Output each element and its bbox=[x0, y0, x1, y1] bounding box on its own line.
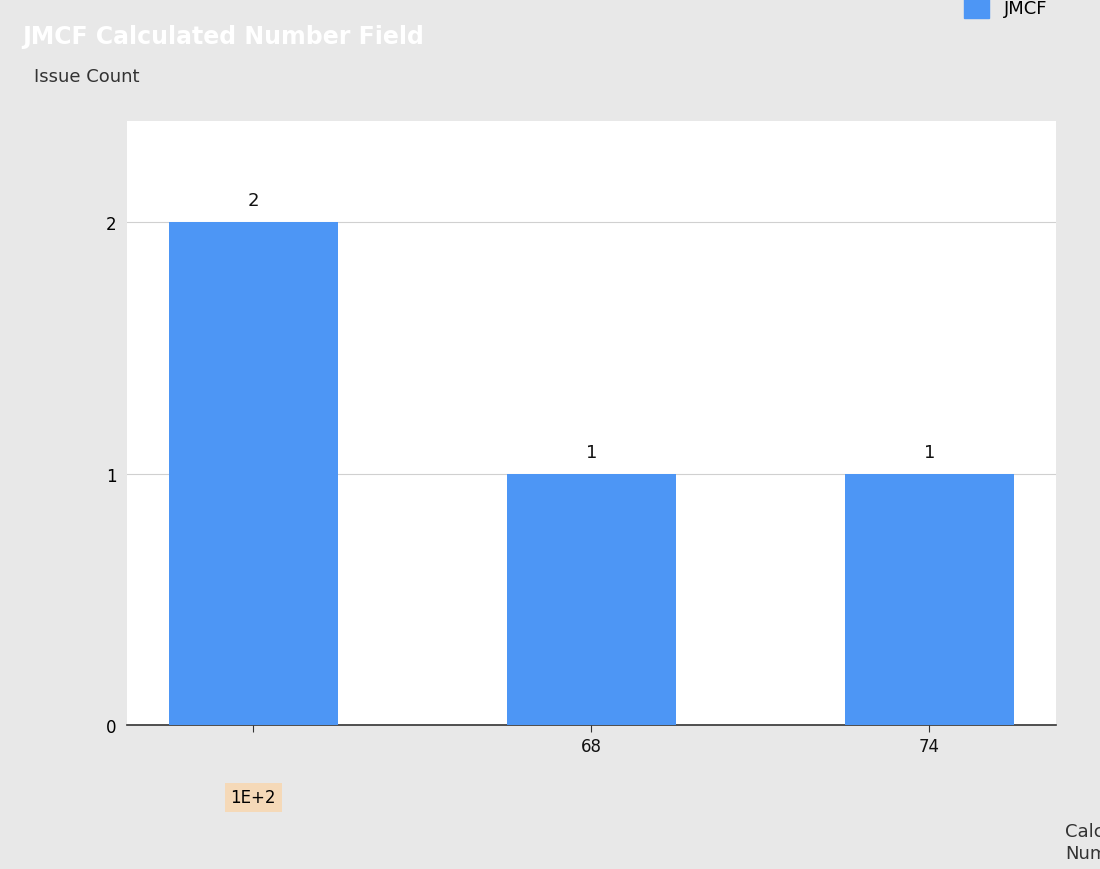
Bar bbox=[507, 474, 675, 726]
Text: Calculated
Number: Calculated Number bbox=[1065, 822, 1100, 862]
Text: 1E+2: 1E+2 bbox=[231, 788, 276, 806]
Bar bbox=[845, 474, 1014, 726]
Text: 2: 2 bbox=[248, 192, 258, 209]
Text: Issue Count: Issue Count bbox=[33, 68, 139, 85]
Bar bbox=[168, 222, 338, 726]
Text: 1: 1 bbox=[585, 443, 597, 461]
Text: 1: 1 bbox=[924, 443, 935, 461]
Text: JMCF Calculated Number Field: JMCF Calculated Number Field bbox=[22, 25, 424, 49]
Legend: JMCF: JMCF bbox=[964, 0, 1047, 18]
